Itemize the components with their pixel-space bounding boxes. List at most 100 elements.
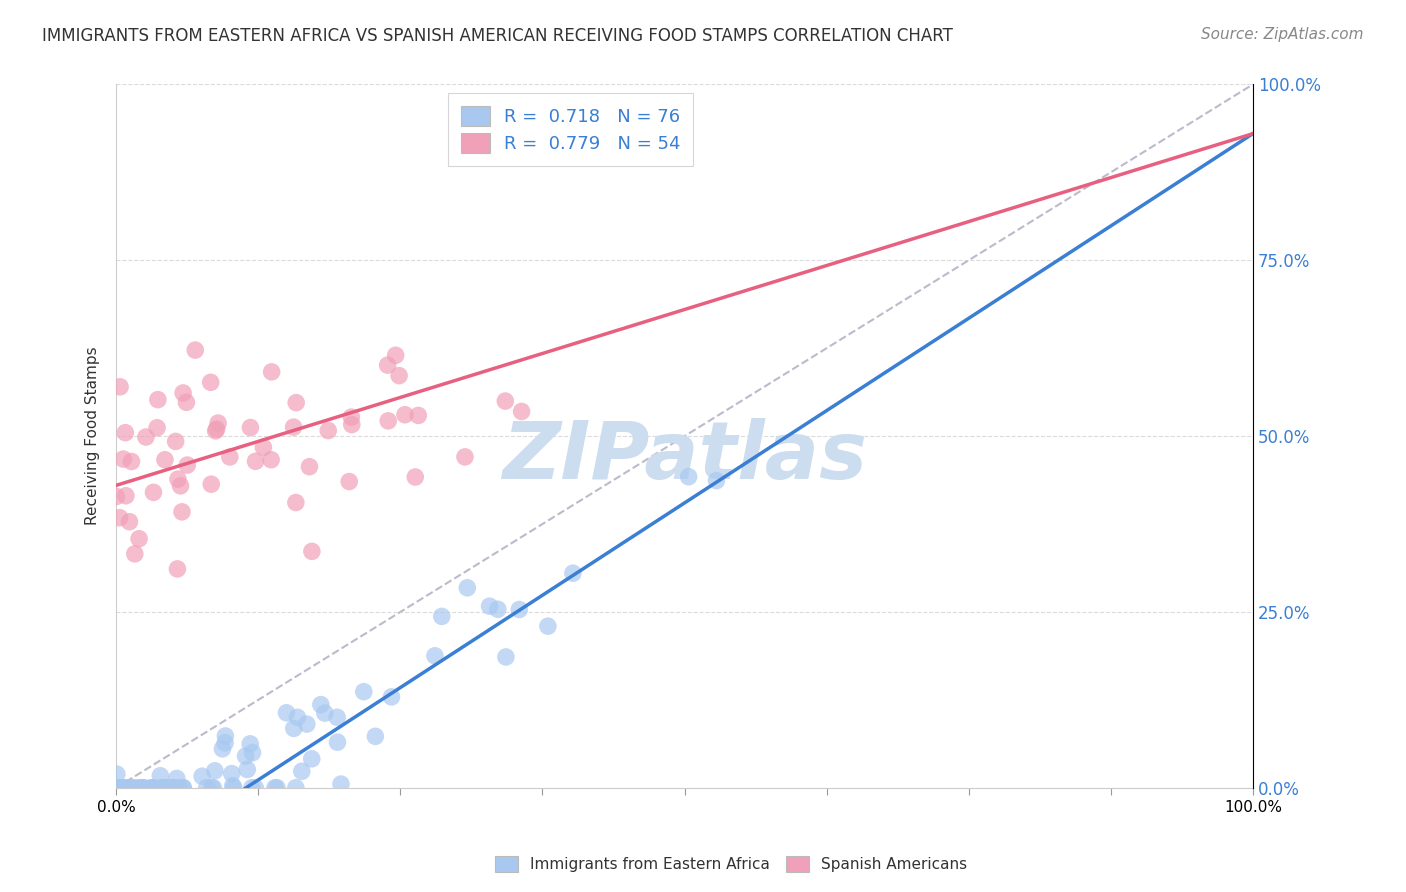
Point xyxy=(245,780,267,795)
Point xyxy=(316,424,339,438)
Point xyxy=(110,780,132,795)
Point xyxy=(195,780,218,795)
Point xyxy=(132,780,155,795)
Point xyxy=(105,490,128,504)
Point xyxy=(166,562,188,576)
Point xyxy=(678,469,700,483)
Point xyxy=(191,769,214,783)
Point xyxy=(118,780,141,795)
Point xyxy=(408,409,430,423)
Point xyxy=(108,780,131,795)
Point xyxy=(121,780,143,795)
Point xyxy=(326,735,349,749)
Point xyxy=(149,769,172,783)
Point xyxy=(309,698,332,712)
Point xyxy=(167,780,190,795)
Point xyxy=(146,392,169,407)
Point xyxy=(172,780,194,795)
Point xyxy=(340,410,363,425)
Point xyxy=(202,780,225,795)
Point xyxy=(537,619,560,633)
Point xyxy=(170,505,193,519)
Point xyxy=(176,395,198,409)
Point xyxy=(105,780,128,795)
Point xyxy=(108,380,131,394)
Point xyxy=(152,780,174,795)
Point xyxy=(200,477,222,491)
Point xyxy=(172,386,194,401)
Point xyxy=(235,749,257,764)
Point xyxy=(124,547,146,561)
Point xyxy=(260,452,283,467)
Point xyxy=(384,348,406,362)
Point xyxy=(326,710,349,724)
Point xyxy=(157,780,180,795)
Point xyxy=(430,609,453,624)
Point xyxy=(454,450,477,464)
Point xyxy=(388,368,411,383)
Point xyxy=(236,763,259,777)
Point xyxy=(353,684,375,698)
Point xyxy=(207,416,229,430)
Point xyxy=(330,777,353,791)
Point xyxy=(135,430,157,444)
Point xyxy=(298,459,321,474)
Point xyxy=(283,420,305,434)
Point xyxy=(295,717,318,731)
Point xyxy=(222,780,245,795)
Point xyxy=(165,434,187,449)
Point xyxy=(139,780,162,795)
Point xyxy=(283,722,305,736)
Text: ZIPatlas: ZIPatlas xyxy=(502,418,868,496)
Point xyxy=(245,454,267,468)
Point xyxy=(340,417,363,432)
Point xyxy=(128,532,150,546)
Point xyxy=(380,690,402,704)
Point xyxy=(252,440,274,454)
Point xyxy=(276,706,298,720)
Point xyxy=(260,365,283,379)
Point xyxy=(377,414,399,428)
Point xyxy=(561,566,583,581)
Point xyxy=(184,343,207,357)
Point xyxy=(205,422,228,436)
Point xyxy=(486,602,509,616)
Point xyxy=(510,404,533,418)
Point xyxy=(153,452,176,467)
Point xyxy=(122,780,145,795)
Point xyxy=(239,737,262,751)
Point xyxy=(204,764,226,778)
Point xyxy=(172,780,194,795)
Point xyxy=(141,780,163,795)
Point xyxy=(508,602,530,616)
Point xyxy=(162,780,184,795)
Point xyxy=(152,780,174,795)
Point xyxy=(478,599,501,614)
Point xyxy=(146,421,169,435)
Point xyxy=(314,706,336,720)
Point xyxy=(112,452,135,467)
Point xyxy=(108,780,131,795)
Point xyxy=(167,472,190,486)
Point xyxy=(264,780,287,795)
Point xyxy=(284,495,307,509)
Point xyxy=(301,544,323,558)
Point xyxy=(115,780,138,795)
Point xyxy=(169,479,191,493)
Point xyxy=(163,780,186,795)
Point xyxy=(394,408,416,422)
Point xyxy=(200,376,222,390)
Point xyxy=(222,779,245,793)
Point xyxy=(121,454,143,468)
Y-axis label: Receiving Food Stamps: Receiving Food Stamps xyxy=(86,347,100,525)
Point xyxy=(108,510,131,524)
Point xyxy=(364,729,387,743)
Point xyxy=(284,780,307,795)
Point xyxy=(118,515,141,529)
Point xyxy=(423,648,446,663)
Point xyxy=(377,358,399,372)
Point xyxy=(214,736,236,750)
Point xyxy=(495,649,517,664)
Point xyxy=(266,780,288,795)
Point xyxy=(114,425,136,440)
